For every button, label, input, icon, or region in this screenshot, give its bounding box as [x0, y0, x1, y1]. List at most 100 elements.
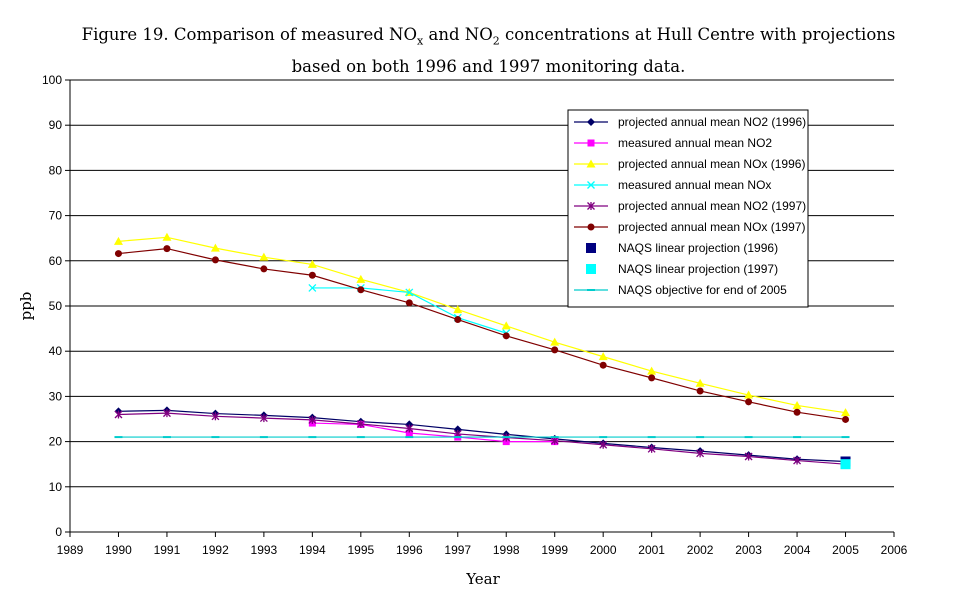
- data-point: [587, 139, 595, 147]
- data-point: [162, 409, 171, 418]
- data-point: [211, 412, 220, 421]
- x-tick-labels: 1989 1990 1991 1992 1993 1994 1995 1996 1997 1998…: [57, 543, 908, 557]
- data-point: [114, 410, 123, 419]
- series-line: [312, 422, 555, 443]
- x-tick-label: 1989: [57, 543, 84, 557]
- data-point: [598, 352, 608, 361]
- data-point: [840, 459, 851, 470]
- legend-item: measured annual mean NO2: [574, 136, 772, 150]
- data-point: [586, 264, 596, 274]
- data-point: [648, 374, 656, 382]
- data-point: [744, 452, 753, 461]
- data-point: [695, 378, 705, 387]
- series-8: [840, 459, 851, 470]
- data-point: [454, 316, 462, 324]
- x-tick-label: 1997: [444, 543, 471, 557]
- y-tick-label: 50: [49, 299, 63, 313]
- data-point: [405, 299, 413, 307]
- x-tick-label: 2006: [881, 543, 908, 557]
- data-point: [792, 400, 802, 409]
- data-point: [550, 337, 560, 346]
- data-point: [647, 366, 657, 375]
- series-line: [118, 236, 846, 414]
- y-tick-label: 40: [49, 344, 63, 358]
- legend-item: projected annual mean NO2 (1996): [574, 115, 806, 129]
- data-point: [211, 256, 219, 264]
- legend-label: projected annual mean NO2 (1996): [618, 115, 806, 129]
- y-tick-label: 20: [49, 435, 63, 449]
- x-tick-label: 1991: [154, 543, 181, 557]
- data-point: [551, 346, 559, 354]
- data-point: [405, 288, 414, 297]
- legend: projected annual mean NO2 (1996) measured…: [567, 109, 809, 308]
- data-point: [586, 159, 596, 168]
- legend-label: projected annual mean NOx (1997): [618, 220, 805, 234]
- data-point: [793, 408, 801, 416]
- series-6: [114, 245, 850, 423]
- y-axis-label: ppb: [17, 292, 35, 321]
- x-tick-label: 1996: [396, 543, 423, 557]
- x-tick-label: 2003: [735, 543, 762, 557]
- data-point: [114, 250, 122, 258]
- data-point: [405, 424, 414, 433]
- legend-item: NAQS linear projection (1997): [586, 262, 778, 276]
- data-point: [308, 283, 317, 292]
- data-point: [501, 321, 511, 330]
- y-tick-label: 90: [49, 118, 63, 132]
- series-line: [118, 409, 846, 463]
- data-point: [745, 398, 753, 406]
- legend-label: NAQS linear projection (1996): [618, 241, 778, 255]
- data-point: [502, 332, 510, 340]
- legend-label: projected annual mean NOx (1996): [618, 157, 805, 171]
- data-point: [307, 259, 317, 268]
- data-point: [259, 252, 269, 261]
- data-point: [308, 415, 317, 424]
- legend-item: NAQS objective for end of 2005: [574, 283, 787, 297]
- data-point: [744, 390, 754, 399]
- legend-label: projected annual mean NO2 (1997): [618, 199, 806, 213]
- legend-label: NAQS objective for end of 2005: [618, 283, 787, 297]
- data-point: [587, 118, 595, 126]
- data-point: [356, 274, 366, 283]
- x-tick-label: 1990: [105, 543, 132, 557]
- data-point: [587, 223, 595, 231]
- data-point: [259, 414, 268, 423]
- legend-item: projected annual mean NO2 (1997): [574, 199, 806, 213]
- x-tick-label: 2001: [638, 543, 665, 557]
- x-tick-label: 2004: [784, 543, 811, 557]
- x-tick-label: 2000: [590, 543, 617, 557]
- y-tick-label: 80: [49, 163, 63, 177]
- legend-item: NAQS linear projection (1996): [586, 241, 778, 255]
- x-tick-label: 1994: [299, 543, 326, 557]
- chart-subtitle: based on both 1996 and 1997 monitoring d…: [291, 57, 686, 77]
- x-tick-label: 1998: [493, 543, 520, 557]
- data-point: [793, 456, 802, 465]
- data-point: [405, 429, 413, 437]
- data-point: [502, 438, 510, 446]
- legend-item: projected annual mean NOx (1997): [574, 220, 805, 234]
- legend-label: measured annual mean NOx: [618, 178, 771, 192]
- data-point: [696, 449, 705, 458]
- data-point: [453, 305, 463, 314]
- data-point: [308, 271, 316, 279]
- y-tick-label: 30: [49, 389, 63, 403]
- data-point: [586, 243, 596, 253]
- y-tick-label: 100: [42, 73, 62, 87]
- data-point: [356, 419, 365, 428]
- series-line: [118, 247, 846, 421]
- data-point: [841, 408, 851, 417]
- legend-item: projected annual mean NOx (1996): [574, 157, 805, 171]
- data-point: [587, 202, 595, 210]
- axes: [65, 79, 895, 537]
- x-tick-label: 1992: [202, 543, 229, 557]
- data-point: [163, 245, 171, 253]
- title-line-1: Figure 19. Comparison of measured NOx an…: [81, 25, 896, 48]
- data-point: [260, 265, 268, 273]
- legend-item: measured annual mean NOx: [574, 178, 771, 192]
- data-point: [210, 243, 220, 252]
- x-axis-label: Year: [465, 570, 500, 588]
- y-tick-label: 10: [49, 480, 63, 494]
- data-point: [587, 181, 595, 189]
- data-point: [599, 361, 607, 369]
